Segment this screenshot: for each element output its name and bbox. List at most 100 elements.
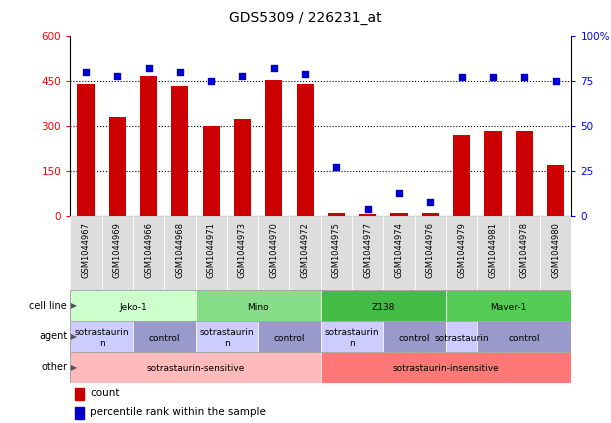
Bar bbox=[485, 131, 502, 216]
Point bbox=[81, 69, 91, 75]
Text: GSM1044967: GSM1044967 bbox=[81, 222, 90, 278]
Point bbox=[175, 69, 185, 75]
Text: GSM1044975: GSM1044975 bbox=[332, 222, 341, 278]
Bar bbox=[133, 321, 196, 352]
Bar bbox=[265, 80, 282, 216]
Text: GSM1044979: GSM1044979 bbox=[457, 222, 466, 278]
Point bbox=[269, 65, 279, 72]
Text: count: count bbox=[90, 388, 120, 398]
Text: ▶: ▶ bbox=[68, 332, 78, 341]
Bar bbox=[290, 216, 321, 290]
Bar bbox=[321, 321, 384, 352]
Bar bbox=[540, 216, 571, 290]
Point bbox=[519, 74, 529, 81]
Text: GSM1044973: GSM1044973 bbox=[238, 222, 247, 278]
Text: GSM1044976: GSM1044976 bbox=[426, 222, 435, 278]
Bar bbox=[446, 290, 571, 321]
Bar bbox=[196, 290, 321, 321]
Bar bbox=[359, 214, 376, 216]
Point bbox=[144, 65, 153, 72]
Bar bbox=[101, 216, 133, 290]
Text: sotrastaurin
n: sotrastaurin n bbox=[325, 328, 379, 348]
Point bbox=[551, 78, 560, 85]
Bar bbox=[477, 216, 509, 290]
Bar bbox=[415, 216, 446, 290]
Text: sotrastaurin: sotrastaurin bbox=[434, 334, 489, 343]
Bar bbox=[70, 216, 101, 290]
Text: percentile rank within the sample: percentile rank within the sample bbox=[90, 407, 266, 417]
Bar bbox=[509, 216, 540, 290]
Text: GSM1044971: GSM1044971 bbox=[207, 222, 216, 278]
Bar bbox=[70, 290, 196, 321]
Text: GSM1044966: GSM1044966 bbox=[144, 222, 153, 278]
Bar bbox=[78, 84, 95, 216]
Text: GDS5309 / 226231_at: GDS5309 / 226231_at bbox=[229, 11, 382, 25]
Text: GSM1044978: GSM1044978 bbox=[520, 222, 529, 278]
Point bbox=[332, 164, 342, 171]
Point bbox=[238, 72, 247, 79]
Bar bbox=[234, 118, 251, 216]
Bar bbox=[390, 213, 408, 216]
Text: GSM1044974: GSM1044974 bbox=[395, 222, 403, 278]
Bar bbox=[422, 214, 439, 216]
Bar bbox=[328, 213, 345, 216]
Text: other: other bbox=[41, 363, 67, 372]
Bar bbox=[203, 126, 220, 216]
Bar bbox=[75, 387, 84, 400]
Bar bbox=[384, 321, 446, 352]
Bar bbox=[547, 165, 564, 216]
Point bbox=[457, 74, 467, 81]
Bar bbox=[321, 290, 446, 321]
Text: control: control bbox=[508, 334, 540, 343]
Text: ▶: ▶ bbox=[68, 301, 78, 310]
Bar bbox=[296, 84, 313, 216]
Bar bbox=[453, 135, 470, 216]
Text: Maver-1: Maver-1 bbox=[491, 303, 527, 312]
Bar bbox=[321, 352, 571, 383]
Bar bbox=[446, 216, 477, 290]
Point bbox=[112, 72, 122, 79]
Point bbox=[207, 78, 216, 85]
Text: Mino: Mino bbox=[247, 303, 269, 312]
Bar bbox=[352, 216, 384, 290]
Text: Z138: Z138 bbox=[371, 303, 395, 312]
Bar bbox=[258, 321, 321, 352]
Bar bbox=[446, 321, 477, 352]
Text: GSM1044980: GSM1044980 bbox=[551, 222, 560, 278]
Text: GSM1044968: GSM1044968 bbox=[175, 222, 185, 278]
Text: GSM1044969: GSM1044969 bbox=[113, 222, 122, 278]
Bar bbox=[164, 216, 196, 290]
Bar bbox=[70, 352, 321, 383]
Text: cell line: cell line bbox=[29, 301, 67, 310]
Point bbox=[363, 206, 373, 212]
Text: GSM1044977: GSM1044977 bbox=[364, 222, 372, 278]
Bar bbox=[516, 131, 533, 216]
Text: sotrastaurin
n: sotrastaurin n bbox=[75, 328, 129, 348]
Bar bbox=[109, 117, 126, 216]
Text: agent: agent bbox=[39, 332, 67, 341]
Bar bbox=[75, 407, 84, 419]
Point bbox=[394, 190, 404, 196]
Bar bbox=[258, 216, 290, 290]
Text: ▶: ▶ bbox=[68, 363, 78, 372]
Text: GSM1044972: GSM1044972 bbox=[301, 222, 310, 278]
Text: GSM1044981: GSM1044981 bbox=[489, 222, 497, 278]
Bar bbox=[133, 216, 164, 290]
Bar bbox=[384, 216, 415, 290]
Bar bbox=[477, 321, 571, 352]
Text: control: control bbox=[399, 334, 431, 343]
Bar bbox=[70, 321, 133, 352]
Text: sotrastaurin-sensitive: sotrastaurin-sensitive bbox=[146, 365, 245, 374]
Text: Jeko-1: Jeko-1 bbox=[119, 303, 147, 312]
Text: control: control bbox=[148, 334, 180, 343]
Bar bbox=[321, 216, 352, 290]
Point bbox=[425, 198, 435, 205]
Point bbox=[488, 74, 498, 81]
Text: sotrastaurin-insensitive: sotrastaurin-insensitive bbox=[393, 365, 499, 374]
Bar bbox=[196, 216, 227, 290]
Bar bbox=[140, 77, 157, 216]
Bar bbox=[171, 85, 188, 216]
Text: GSM1044970: GSM1044970 bbox=[269, 222, 278, 278]
Bar bbox=[196, 321, 258, 352]
Text: control: control bbox=[274, 334, 306, 343]
